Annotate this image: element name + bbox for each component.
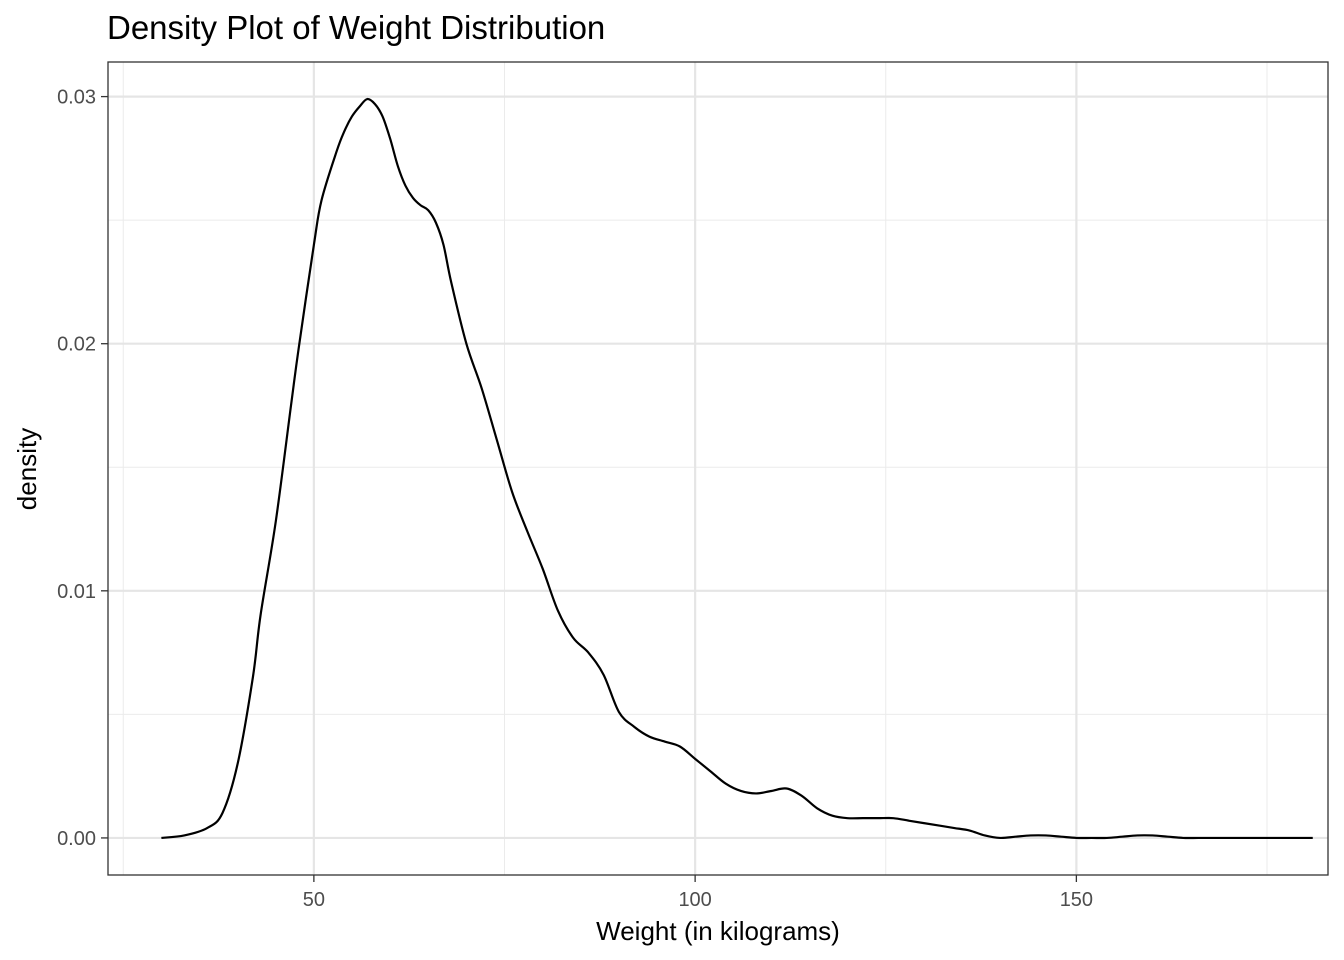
y-tick-label: 0.03 [57, 87, 96, 109]
y-axis-ticks: 0.00 0.01 0.02 0.03 [57, 87, 108, 850]
density-curve [161, 97, 1313, 840]
y-axis-title: density [12, 428, 42, 510]
chart-title: Density Plot of Weight Distribution [107, 9, 605, 46]
plot-border [107, 61, 1329, 876]
x-tick-label: 50 [303, 889, 325, 911]
y-tick-label: 0.02 [57, 334, 96, 356]
major-gridlines [108, 62, 1328, 875]
plot-panel [108, 62, 1328, 875]
x-tick-label: 150 [1060, 889, 1093, 911]
x-axis-title: Weight (in kilograms) [596, 916, 840, 946]
x-axis-ticks: 50 100 150 [303, 875, 1093, 911]
y-tick-label: 0.00 [57, 828, 96, 850]
y-tick-label: 0.01 [57, 581, 96, 603]
x-tick-label: 100 [678, 889, 711, 911]
